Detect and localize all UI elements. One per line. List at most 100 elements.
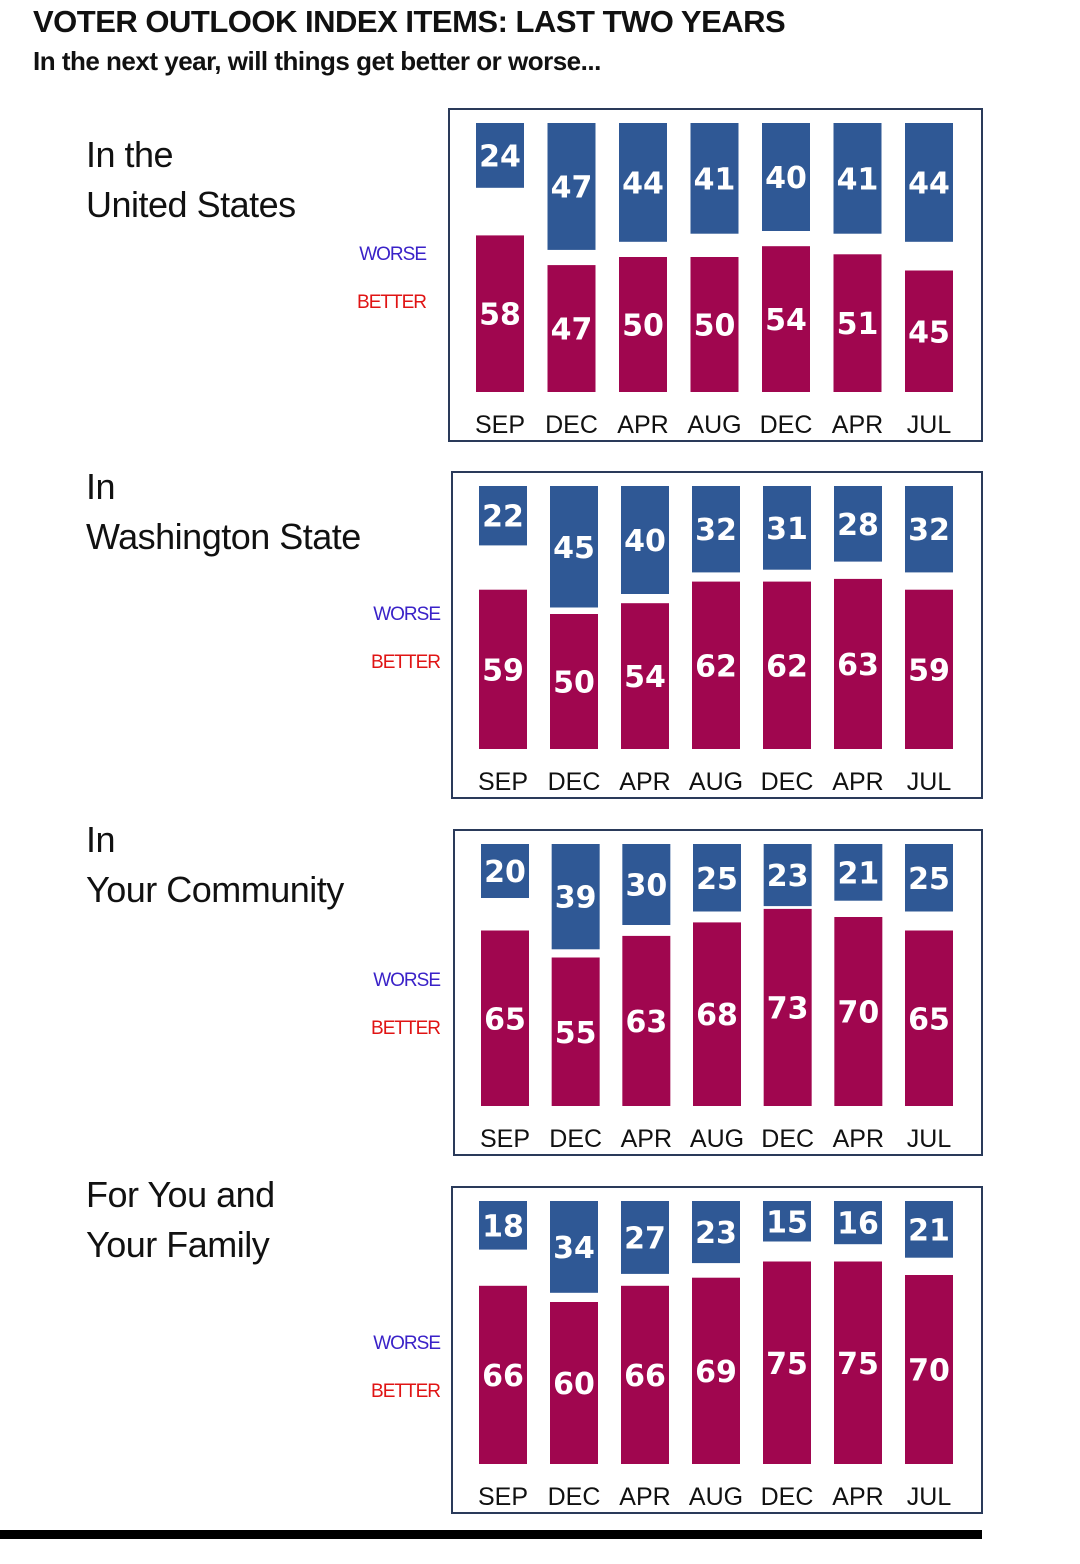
legend-better: BETTER (357, 292, 427, 313)
bar-better (905, 1275, 953, 1464)
chart-panel: 18 66 SEP 34 60 DEC 27 66 APR 23 69 AUG 15 75 DEC 16 75 A… (451, 1186, 983, 1514)
bar-worse (550, 1201, 598, 1293)
data-label-better: 62 (766, 649, 808, 684)
bar-better (763, 1261, 811, 1464)
data-label-worse: 32 (695, 513, 737, 548)
data-label-worse: 28 (837, 508, 879, 543)
data-label-better: 66 (482, 1359, 524, 1394)
bar-worse (622, 844, 671, 925)
bar-better (693, 922, 741, 1106)
bar-better (692, 581, 740, 749)
tick-label: JUL (907, 768, 952, 796)
tick-label: AUG (690, 1125, 744, 1153)
data-label-better: 69 (695, 1355, 737, 1390)
tick-label: APR (833, 1125, 884, 1153)
tick-label: JUL (907, 1483, 952, 1511)
bar-better (622, 935, 671, 1106)
data-label-better: 62 (695, 649, 737, 684)
data-label-worse: 31 (766, 512, 808, 547)
data-label-worse: 18 (482, 1209, 524, 1244)
data-label-better: 66 (624, 1359, 666, 1394)
tick-label: APR (619, 1483, 670, 1511)
bar-better (621, 603, 669, 749)
bar-worse (763, 1201, 811, 1242)
bar-better (479, 589, 527, 749)
bar-worse (619, 123, 667, 242)
data-label-better: 59 (908, 653, 950, 688)
chart-panel: 22 59 SEP 45 50 DEC 40 54 APR 32 62 AUG 31 62 DEC 28 63 A… (451, 471, 983, 799)
chart-frame (451, 471, 983, 799)
data-label-worse: 23 (695, 1216, 737, 1251)
panel-label-line: In the (86, 134, 174, 175)
tick-label: DEC (549, 1125, 602, 1153)
bar-better (619, 257, 667, 392)
bar-worse (834, 1201, 882, 1245)
bar-worse (479, 1201, 527, 1250)
data-label-better: 59 (482, 653, 524, 688)
bar-better (762, 246, 810, 392)
data-label-worse: 23 (767, 859, 809, 894)
tick-label: SEP (475, 411, 525, 439)
bar-better (621, 1285, 669, 1464)
chart-frame (453, 829, 983, 1156)
data-label-worse: 21 (837, 856, 879, 891)
data-label-worse: 34 (553, 1231, 595, 1266)
panel-label: In Your Community (86, 815, 344, 915)
legend-worse: WORSE (373, 970, 441, 991)
legend-better: BETTER (371, 1018, 441, 1039)
data-label-worse: 40 (765, 161, 807, 196)
bar-worse (551, 844, 600, 950)
chart-panel: 20 65 SEP 39 55 DEC 30 63 APR 25 68 AUG 23 73 DEC 21 70 A… (453, 829, 983, 1156)
data-label-worse: 40 (624, 524, 666, 559)
panel-label-line: In (86, 819, 116, 860)
tick-label: DEC (761, 1483, 814, 1511)
bar-worse (692, 486, 740, 573)
bar-worse (621, 486, 669, 594)
bar-better (476, 235, 524, 392)
data-label-worse: 16 (837, 1207, 879, 1242)
data-label-worse: 21 (908, 1213, 950, 1248)
data-label-better: 65 (908, 1002, 950, 1037)
data-label-better: 54 (624, 660, 666, 695)
legend-better: BETTER (371, 652, 441, 673)
data-label-better: 75 (766, 1347, 808, 1382)
data-label-better: 68 (696, 998, 738, 1033)
bar-worse (481, 844, 529, 898)
tick-label: APR (619, 768, 670, 796)
data-label-worse: 41 (837, 162, 879, 197)
bar-better (550, 1302, 598, 1464)
tick-label: SEP (478, 1483, 528, 1511)
data-label-worse: 20 (484, 855, 526, 890)
bar-better (479, 1285, 527, 1464)
bar-worse (692, 1201, 740, 1264)
tick-label: DEC (760, 411, 813, 439)
panel-label-line: In (86, 466, 116, 507)
chart-panel: 24 58 SEP 47 47 DEC 44 50 APR 41 50 AUG 40 54 DEC 41 51 A… (448, 108, 983, 442)
data-label-better: 55 (555, 1016, 597, 1051)
bar-better (833, 254, 882, 392)
bar-worse (479, 486, 527, 546)
tick-label: APR (832, 411, 883, 439)
tick-label: SEP (478, 768, 528, 796)
tick-label: APR (621, 1125, 672, 1153)
panel-label-line: Your Community (86, 869, 344, 910)
bar-worse (621, 1201, 669, 1274)
bar-worse (905, 1201, 953, 1258)
bar-worse (834, 486, 882, 562)
data-label-worse: 30 (625, 869, 667, 904)
data-label-better: 50 (622, 309, 664, 344)
bar-worse (834, 844, 883, 901)
legend-better: BETTER (371, 1381, 441, 1402)
bar-better (905, 930, 953, 1106)
data-label-worse: 25 (908, 862, 950, 897)
tick-label: APR (832, 768, 883, 796)
bar-worse (905, 844, 953, 912)
data-label-better: 60 (553, 1367, 595, 1402)
bar-better (834, 1261, 882, 1464)
bar-better (905, 589, 953, 749)
bar-better (763, 581, 811, 749)
bar-better (547, 265, 596, 392)
bar-better (550, 614, 598, 749)
data-label-better: 70 (837, 996, 879, 1031)
bar-worse (550, 486, 598, 608)
